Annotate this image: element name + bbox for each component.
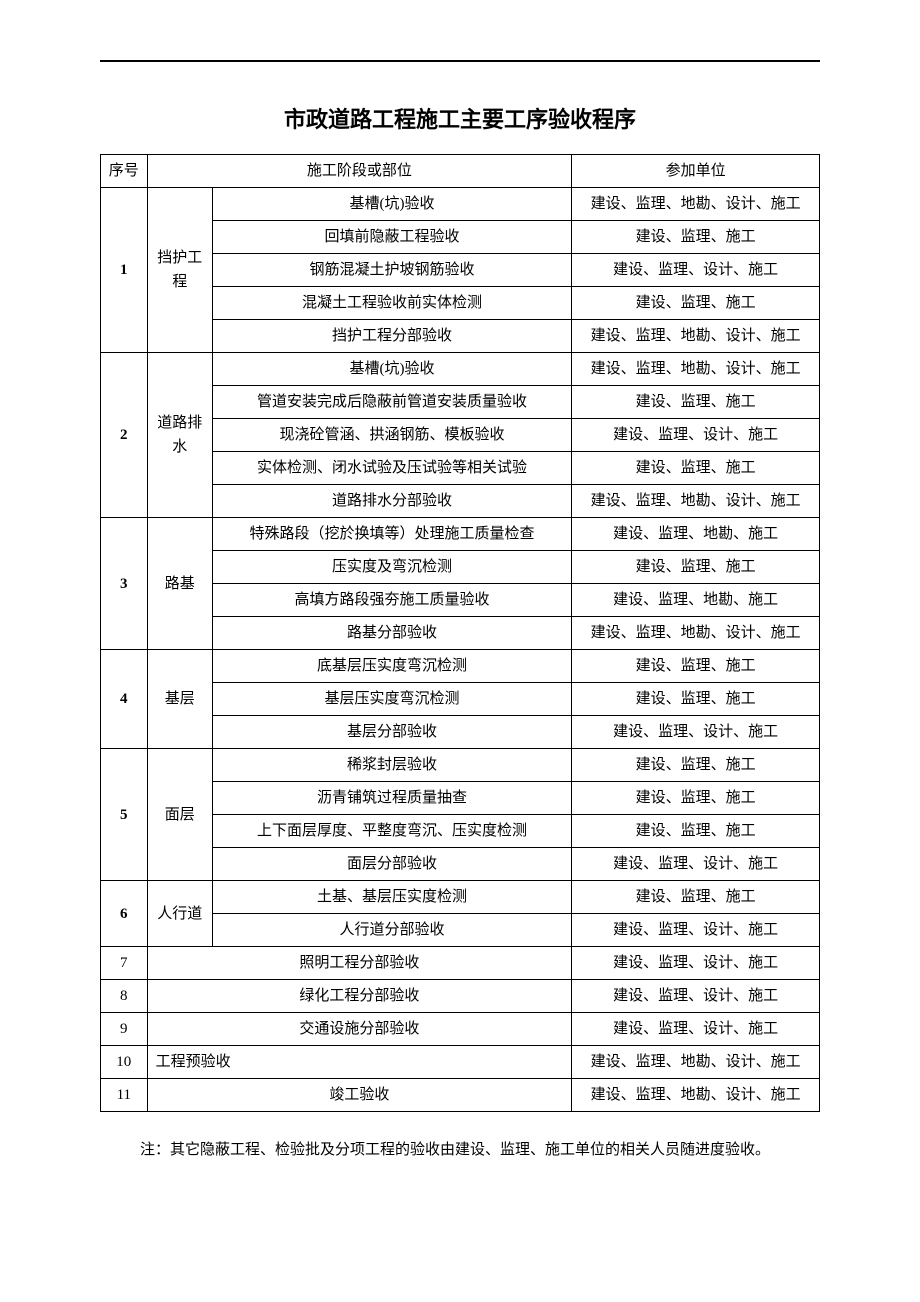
unit-cell: 建设、监理、设计、施工: [572, 848, 820, 881]
table-row: 11竣工验收建设、监理、地勘、设计、施工: [101, 1079, 820, 1112]
stage-cell: 挡护工程分部验收: [212, 320, 571, 353]
seq-cell: 8: [101, 980, 148, 1013]
seq-cell: 7: [101, 947, 148, 980]
category-cell: 挡护工程: [147, 188, 212, 353]
unit-cell: 建设、监理、施工: [572, 551, 820, 584]
document-page: 市政道路工程施工主要工序验收程序 序号施工阶段或部位参加单位1挡护工程基槽(坑)…: [100, 0, 820, 1164]
unit-cell: 建设、监理、地勘、设计、施工: [572, 1046, 820, 1079]
unit-cell: 建设、监理、施工: [572, 749, 820, 782]
unit-cell: 建设、监理、地勘、设计、施工: [572, 188, 820, 221]
category-cell: 面层: [147, 749, 212, 881]
table-row: 5面层稀浆封层验收建设、监理、施工: [101, 749, 820, 782]
seq-cell: 9: [101, 1013, 148, 1046]
header-stage: 施工阶段或部位: [147, 155, 572, 188]
table-row: 10工程预验收建设、监理、地勘、设计、施工: [101, 1046, 820, 1079]
document-title: 市政道路工程施工主要工序验收程序: [100, 102, 820, 134]
unit-cell: 建设、监理、施工: [572, 287, 820, 320]
table-header-row: 序号施工阶段或部位参加单位: [101, 155, 820, 188]
seq-cell: 10: [101, 1046, 148, 1079]
category-cell: 路基: [147, 518, 212, 650]
stage-cell: 交通设施分部验收: [147, 1013, 572, 1046]
unit-cell: 建设、监理、施工: [572, 881, 820, 914]
stage-cell: 竣工验收: [147, 1079, 572, 1112]
unit-cell: 建设、监理、地勘、施工: [572, 518, 820, 551]
seq-cell: 5: [101, 749, 148, 881]
stage-cell: 基层分部验收: [212, 716, 571, 749]
stage-cell: 人行道分部验收: [212, 914, 571, 947]
table-row: 6人行道土基、基层压实度检测建设、监理、施工: [101, 881, 820, 914]
category-cell: 基层: [147, 650, 212, 749]
unit-cell: 建设、监理、设计、施工: [572, 1013, 820, 1046]
unit-cell: 建设、监理、地勘、设计、施工: [572, 353, 820, 386]
unit-cell: 建设、监理、施工: [572, 782, 820, 815]
table-row: 1挡护工程基槽(坑)验收建设、监理、地勘、设计、施工: [101, 188, 820, 221]
unit-cell: 建设、监理、施工: [572, 221, 820, 254]
table-row: 8绿化工程分部验收建设、监理、设计、施工: [101, 980, 820, 1013]
stage-cell: 沥青铺筑过程质量抽查: [212, 782, 571, 815]
table-row: 7照明工程分部验收建设、监理、设计、施工: [101, 947, 820, 980]
table-row: 4基层底基层压实度弯沉检测建设、监理、施工: [101, 650, 820, 683]
header-unit: 参加单位: [572, 155, 820, 188]
stage-cell: 上下面层厚度、平整度弯沉、压实度检测: [212, 815, 571, 848]
procedure-table: 序号施工阶段或部位参加单位1挡护工程基槽(坑)验收建设、监理、地勘、设计、施工回…: [100, 154, 820, 1112]
category-cell: 人行道: [147, 881, 212, 947]
seq-cell: 2: [101, 353, 148, 518]
seq-cell: 1: [101, 188, 148, 353]
stage-cell: 回填前隐蔽工程验收: [212, 221, 571, 254]
stage-cell: 底基层压实度弯沉检测: [212, 650, 571, 683]
stage-cell: 高填方路段强夯施工质量验收: [212, 584, 571, 617]
stage-cell: 现浇砼管涵、拱涵钢筋、模板验收: [212, 419, 571, 452]
stage-cell: 稀浆封层验收: [212, 749, 571, 782]
header-seq: 序号: [101, 155, 148, 188]
stage-cell: 混凝土工程验收前实体检测: [212, 287, 571, 320]
table-row: 2道路排水基槽(坑)验收建设、监理、地勘、设计、施工: [101, 353, 820, 386]
unit-cell: 建设、监理、设计、施工: [572, 254, 820, 287]
stage-cell: 土基、基层压实度检测: [212, 881, 571, 914]
stage-cell: 路基分部验收: [212, 617, 571, 650]
stage-cell: 工程预验收: [147, 1046, 572, 1079]
stage-cell: 钢筋混凝土护坡钢筋验收: [212, 254, 571, 287]
stage-cell: 基槽(坑)验收: [212, 188, 571, 221]
unit-cell: 建设、监理、施工: [572, 683, 820, 716]
stage-cell: 管道安装完成后隐蔽前管道安装质量验收: [212, 386, 571, 419]
stage-cell: 基层压实度弯沉检测: [212, 683, 571, 716]
seq-cell: 6: [101, 881, 148, 947]
unit-cell: 建设、监理、设计、施工: [572, 980, 820, 1013]
unit-cell: 建设、监理、设计、施工: [572, 914, 820, 947]
unit-cell: 建设、监理、施工: [572, 650, 820, 683]
seq-cell: 11: [101, 1079, 148, 1112]
seq-cell: 4: [101, 650, 148, 749]
unit-cell: 建设、监理、施工: [572, 386, 820, 419]
unit-cell: 建设、监理、设计、施工: [572, 419, 820, 452]
unit-cell: 建设、监理、地勘、施工: [572, 584, 820, 617]
table-row: 3路基特殊路段（挖於换填等）处理施工质量检查建设、监理、地勘、施工: [101, 518, 820, 551]
category-cell: 道路排水: [147, 353, 212, 518]
unit-cell: 建设、监理、地勘、设计、施工: [572, 617, 820, 650]
unit-cell: 建设、监理、设计、施工: [572, 947, 820, 980]
stage-cell: 绿化工程分部验收: [147, 980, 572, 1013]
stage-cell: 道路排水分部验收: [212, 485, 571, 518]
table-row: 9交通设施分部验收建设、监理、设计、施工: [101, 1013, 820, 1046]
stage-cell: 面层分部验收: [212, 848, 571, 881]
stage-cell: 照明工程分部验收: [147, 947, 572, 980]
stage-cell: 基槽(坑)验收: [212, 353, 571, 386]
unit-cell: 建设、监理、施工: [572, 452, 820, 485]
unit-cell: 建设、监理、施工: [572, 815, 820, 848]
unit-cell: 建设、监理、地勘、设计、施工: [572, 485, 820, 518]
top-rule: [100, 60, 820, 62]
stage-cell: 特殊路段（挖於换填等）处理施工质量检查: [212, 518, 571, 551]
unit-cell: 建设、监理、地勘、设计、施工: [572, 320, 820, 353]
unit-cell: 建设、监理、设计、施工: [572, 716, 820, 749]
seq-cell: 3: [101, 518, 148, 650]
unit-cell: 建设、监理、地勘、设计、施工: [572, 1079, 820, 1112]
stage-cell: 压实度及弯沉检测: [212, 551, 571, 584]
stage-cell: 实体检测、闭水试验及压试验等相关试验: [212, 452, 571, 485]
footnote: 注：其它隐蔽工程、检验批及分项工程的验收由建设、监理、施工单位的相关人员随进度验…: [100, 1137, 820, 1164]
